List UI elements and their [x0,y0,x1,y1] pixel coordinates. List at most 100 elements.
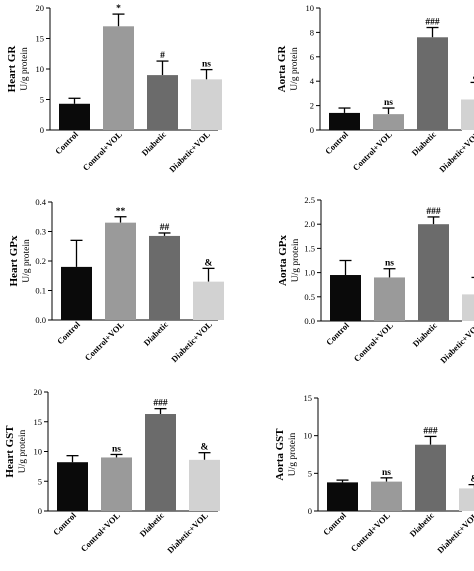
significance-label: ** [116,207,126,217]
y-tick-label: 0.4 [35,197,46,207]
bar-control [61,267,92,320]
significance-label: ### [153,399,168,409]
y-axis-title: Aorta GPx [277,234,289,286]
y-tick-label: 5 [38,476,42,486]
bar-diabetic-vol [462,294,474,321]
significance-label: ## [160,223,170,233]
category-label: Control [323,129,350,156]
category-label: Diabetic+VOL [437,129,474,174]
y-tick-label: 10 [304,431,313,441]
y-tick-label: 15 [304,393,313,403]
significance-label: ### [426,207,441,217]
y-axis-unit: U/g protein [290,47,300,91]
significance-label: # [160,51,165,61]
significance-label: * [116,4,121,14]
category-label: Diabetic [409,129,438,158]
bar-diabetic-vol [189,460,220,511]
bar-diabetic [147,75,178,130]
y-axis-title: Heart GST [4,425,16,478]
y-tick-label: 6 [310,52,314,62]
category-label: Control+VOL [349,510,393,554]
y-tick-label: 0.0 [304,316,315,326]
category-label: Control [51,510,78,537]
bar-control-vol [371,482,402,511]
y-tick-label: 2.5 [304,195,315,205]
significance-label: ns [202,60,211,70]
category-label: Diabetic [410,320,439,349]
bar-diabetic-vol [461,100,474,131]
significance-label: & [201,443,209,453]
category-label: Diabetic+VOL [169,319,214,364]
y-axis-unit: U/g protein [18,429,28,473]
significance-label: ns [385,259,394,269]
bar-diabetic [418,224,449,321]
y-tick-label: 0.0 [35,315,46,325]
bar-diabetic [145,414,176,511]
bar-control-vol [373,114,404,130]
bar-control [327,482,358,511]
category-label: Control+VOL [79,510,123,554]
category-label: Diabetic [137,510,166,539]
category-label: Control [55,319,82,346]
bar-diabetic-vol [459,488,474,511]
y-axis-unit: U/g protein [291,238,301,282]
bar-control [329,113,360,130]
y-axis-title: Heart GPx [8,235,20,287]
category-label: Diabetic+VOL [438,320,474,365]
significance-label: ### [425,18,440,28]
category-label: Control [324,320,351,347]
y-axis-unit: U/g protein [20,47,30,91]
significance-label: ### [423,426,438,436]
y-axis-title: Aorta GST [274,428,286,481]
y-tick-label: 10 [36,64,45,74]
y-tick-label: 0 [40,125,44,135]
y-tick-label: 15 [34,417,43,427]
y-axis-title: Aorta GR [276,45,288,93]
y-tick-label: 20 [36,3,45,13]
significance-label: ns [382,468,391,478]
category-label: Control+VOL [352,320,396,364]
y-tick-label: 20 [34,387,43,397]
category-label: Control [53,129,80,156]
bar-control [330,275,361,321]
bar-diabetic [415,445,446,511]
y-tick-label: 0 [308,506,312,516]
y-tick-label: 0.2 [35,256,46,266]
significance-label: & [471,475,474,485]
y-tick-label: 5 [40,95,44,105]
y-tick-label: 10 [306,3,315,13]
bar-control-vol [105,223,136,320]
y-tick-label: 10 [34,447,43,457]
y-axis-unit: U/g protein [22,239,32,283]
bar-control-vol [103,26,134,130]
y-tick-label: 2.0 [304,219,315,229]
y-tick-label: 2 [310,101,314,111]
bar-diabetic-vol [191,79,222,130]
category-label: Control+VOL [83,319,127,363]
y-tick-label: 4 [310,76,315,86]
bar-diabetic [149,236,180,320]
significance-label: & [205,258,213,268]
y-tick-label: 5 [308,468,312,478]
significance-label: ns [112,444,121,454]
y-tick-label: 15 [36,34,45,44]
category-label: Diabetic+VOL [435,510,474,555]
y-tick-label: 0 [310,125,314,135]
bar-control [59,104,90,130]
y-tick-label: 0.1 [35,286,46,296]
significance-label: ns [384,98,393,108]
category-label: Control [321,510,348,537]
bar-control-vol [101,457,132,511]
y-tick-label: 0.5 [304,292,315,302]
category-label: Diabetic [141,319,170,348]
category-label: Diabetic [407,510,436,539]
y-axis-unit: U/g protein [288,432,298,476]
